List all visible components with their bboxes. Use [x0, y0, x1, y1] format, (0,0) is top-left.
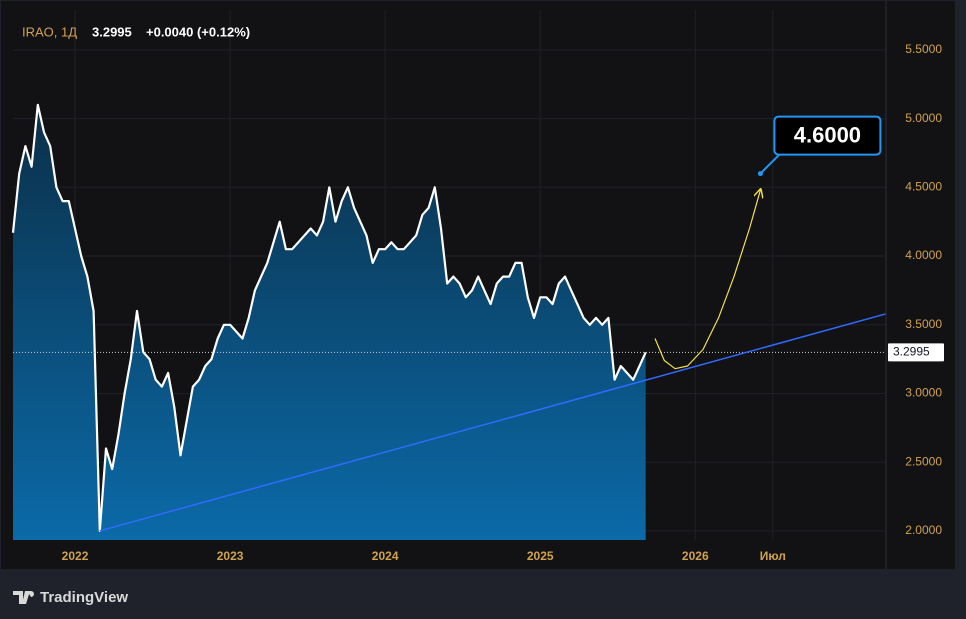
y-tick-label: 2.5000: [905, 454, 942, 468]
y-tick-label: 5.0000: [905, 111, 942, 125]
header-change: +0.0040 (+0.12%): [146, 24, 250, 39]
x-tick-label: Июл: [760, 549, 786, 563]
y-tick-label: 3.5000: [905, 317, 942, 331]
area-fill: [13, 104, 646, 541]
target-label: 4.6000: [794, 122, 861, 147]
y-tick-label: 4.0000: [905, 248, 942, 262]
x-tick-label: 2022: [62, 549, 89, 563]
y-tick-label: 2.0000: [905, 523, 942, 537]
axes: 2.0000 2.5000 3.0000 3.5000 4.0000 4.5000 5.00…: [62, 42, 944, 563]
projection-arrow: [654, 190, 760, 370]
y-tick-label: 4.5000: [905, 179, 942, 193]
x-tick-label: 2024: [372, 549, 399, 563]
logo: [13, 591, 34, 604]
x-tick-label: 2025: [527, 549, 554, 563]
last-price-box: [888, 343, 944, 362]
x-tick-label: 2026: [682, 549, 709, 563]
header-price: 3.2995: [92, 24, 132, 39]
plot: 4.6000: [11, 103, 887, 541]
target-box: [773, 115, 882, 156]
x-tick-label: 2023: [217, 549, 244, 563]
y-tick-label: 3.0000: [905, 386, 942, 400]
symbol: IRAO, 1Д: [22, 24, 77, 39]
trendline: [99, 313, 887, 532]
branding: TradingView: [40, 589, 128, 606]
target-point: [757, 171, 763, 177]
y-tick-label: 5.5000: [905, 42, 942, 56]
price-line: [11, 103, 647, 532]
last-price-label: 3.2995: [893, 344, 930, 358]
